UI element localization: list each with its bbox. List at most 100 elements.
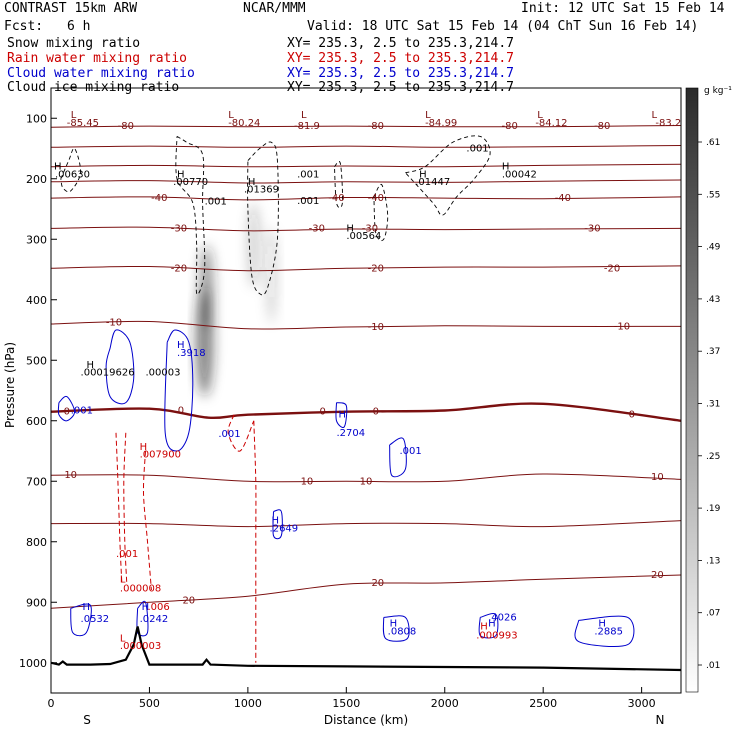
cloud-water-contour-3 [335,402,348,428]
isotherm-label-18: -10 [614,321,630,332]
extremum-label-42: .0242 [140,614,169,625]
cloud-water-contour-6 [70,603,92,637]
x-end-label-north: N [656,713,665,727]
init-time: Init: 12 UTC Sat 15 Feb 14 [521,1,725,16]
legend-cloudwater-xy: XY= 235.3, 2.5 to 235.3,214.7 [287,66,514,81]
extremum-label-8: -84.12 [535,118,567,129]
extremum-label-19: .001 [297,196,319,207]
isotherm-label-21: 0 [320,407,326,418]
isotherm-10-10 [51,520,681,528]
extremum-label-54: .006 [147,602,169,613]
extremum-label-52: L [120,574,126,585]
isotherm-label-12: -30 [584,223,600,234]
extremum-label-30: .3918 [177,348,206,359]
legend-snow-name: Snow mixing ratio [7,36,141,51]
x-tick-label-3: 1500 [332,697,360,710]
extremum-label-55: L [120,634,126,645]
rain-contour-1 [123,432,128,585]
extremum-label-26: .00042 [502,170,537,181]
fcst-label: Fcst: [4,19,44,34]
colorbar-unit: g kg⁻¹ [704,86,732,96]
extremum-label-45: H [488,618,496,629]
extremum-label-5: L [425,110,431,121]
extremum-label-44: .0808 [388,626,417,637]
cloud-ice-contour-5 [405,135,491,216]
isotherm-label-27: 10 [651,472,664,483]
terrain-profile [51,626,681,672]
y-axis-label: Pressure (hPa) [3,342,17,428]
isotherm-label-9: -30 [171,223,187,234]
y-tick-label-2: 300 [26,233,47,246]
contour-labels: -80 -81.9 -80 -80 -80 -40 -40 -40 -40 -30 -30 -30 -3… [54,110,681,652]
extremum-label-23: .01447 [415,177,450,188]
rain-contour-2 [142,450,152,591]
extremum-label-48: .2885 [594,626,623,637]
extremum-label-22: H [419,170,427,181]
extremum-label-58: .000993 [476,631,517,642]
isotherm--80-0 [51,125,681,128]
isotherm-label-4: -80 [594,121,610,132]
isotherm-10-9 [51,473,681,483]
extremum-label-25: H [502,162,510,173]
legend-rain-name: Rain water mixing ratio [7,51,188,66]
terrain-line [51,626,681,672]
colorbar-tick-label-2: .49 [706,243,721,253]
extremum-label-13: H [177,170,185,181]
colorbar-bar [685,87,699,693]
cloud-water-contour-4 [389,437,407,478]
isotherm--60-2 [51,163,681,168]
extremum-label-9: L [651,110,657,121]
x-tick-label-0: 0 [48,697,55,710]
colorbar-tick-label-6: .25 [706,452,720,462]
cloud-water-contour-10 [574,615,635,647]
isotherm-label-0: -80 [118,121,134,132]
valid-time: Valid: 18 UTC Sat 15 Feb 14 (04 ChT Sun … [307,19,699,34]
cloud-ice-contour-3 [334,161,343,209]
extremum-label-43: H [390,618,398,629]
isotherm-label-17: -10 [368,322,384,333]
isotherm-label-22: 0 [373,407,379,418]
isotherm-label-2: -80 [368,121,384,132]
isotherm-0-8 [51,402,681,422]
extremum-label-35: .2704 [336,428,365,439]
y-tick-label-4: 500 [26,354,47,367]
cloud-water-contour-8 [382,615,410,642]
isotherm--40-4 [51,196,681,201]
extremum-label-1: -85.45 [67,118,99,129]
isotherm-label-25: 10 [301,476,314,487]
snow-blob-2 [247,202,260,288]
fcst-value: 6 h [67,19,91,34]
extremum-label-24: .001 [466,144,488,155]
isotherm-label-19: 0 [64,407,70,418]
extremum-label-15: .001 [205,197,227,208]
isotherm-label-23: 0 [629,410,635,421]
cloud-ice-contour-0 [60,147,81,193]
isotherm-label-24: 10 [64,470,77,481]
snow-blob-3 [266,227,277,324]
isotherm-label-11: -30 [362,223,378,234]
extremum-label-3: -80.24 [228,118,260,129]
isotherm--70-1 [51,145,681,148]
x-tick-label-5: 2500 [529,697,557,710]
rain-contour-3 [253,420,257,663]
plot-frame [50,87,682,694]
x-tick-label-4: 2000 [431,697,459,710]
y-tick-label-9: 1000 [19,657,47,670]
colorbar-tick-label-10: .01 [706,661,720,671]
y-tick-label-8: 900 [26,596,47,609]
x-axis-label: Distance (km) [324,713,408,727]
extremum-label-38: .2649 [270,523,299,534]
extremum-label-28: .00019626 [81,367,135,378]
colorbar-tick-label-0: .61 [706,138,720,148]
cloud-water-contour-9 [478,612,499,639]
snow-blob-1 [199,245,214,330]
extremum-label-17: .01369 [244,185,279,196]
cloud-ice-contour-1 [175,136,206,295]
extremum-label-20: H [346,223,354,234]
extremum-label-27: H [86,360,94,371]
isotherm-label-7: -40 [368,193,384,204]
isotherm--10-7 [51,320,681,330]
isotherm-label-26: 10 [360,476,373,487]
extremum-label-33: .001 [218,429,240,440]
extremum-label-50: .007900 [140,450,181,461]
